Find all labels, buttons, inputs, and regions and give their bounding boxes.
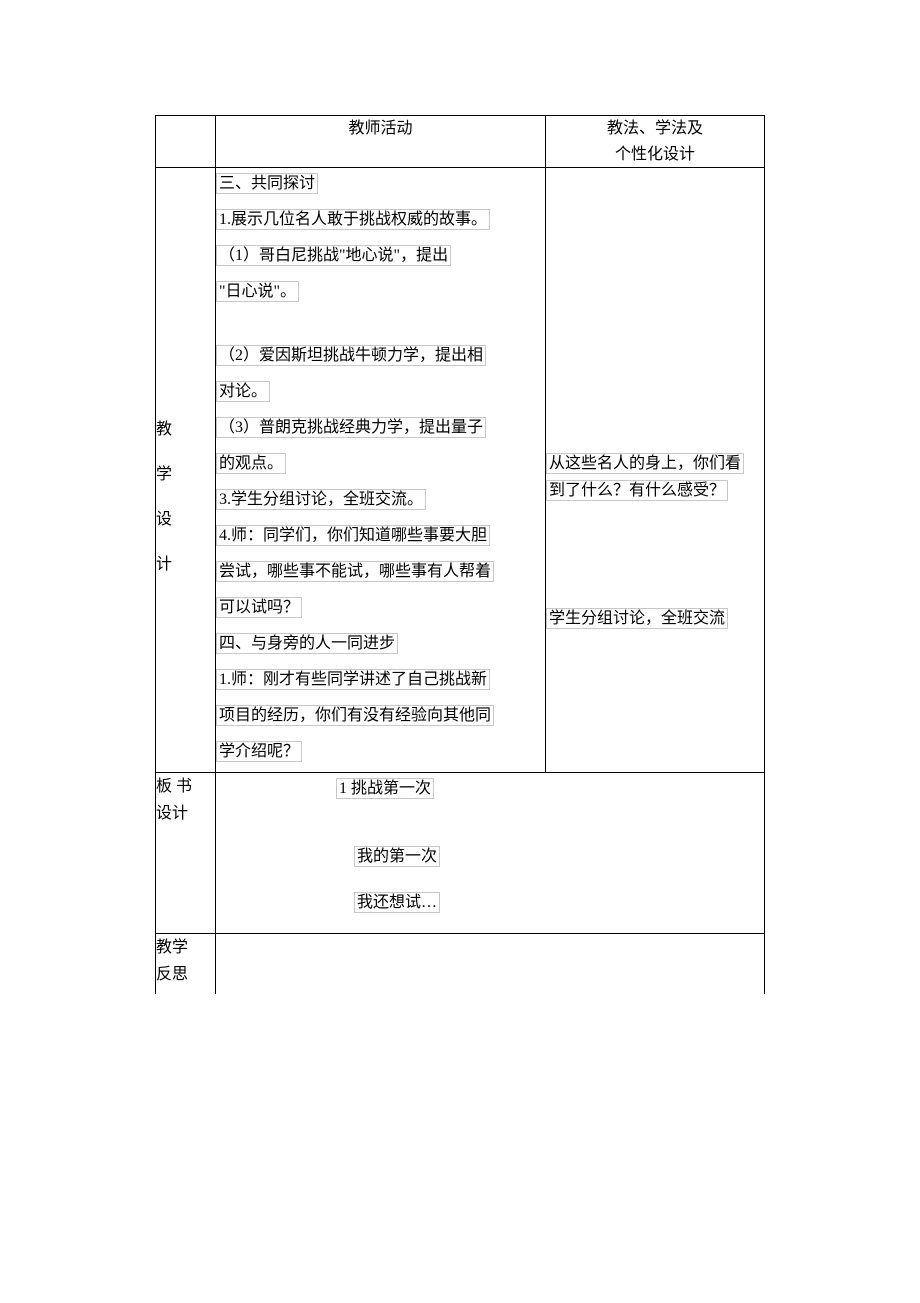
board-line-3: 我还想试… (216, 887, 764, 919)
reflect-label-2: 反思 (156, 966, 188, 983)
content-line: （1）哥白尼挑战"地心说"，提出 (216, 240, 545, 272)
right-text-1a: 从这些名人的身上，你们看 (546, 453, 744, 474)
text-p4: "日心说"。 (216, 281, 299, 302)
text-p2: 1.展示几位名人敢于挑战权威的故事。 (216, 209, 490, 230)
reflect-label-cell: 教学 反思 (156, 934, 216, 994)
content-spacer (216, 312, 545, 340)
text-p16: 学介绍呢？ (216, 741, 302, 762)
header-middle-text: 教师活动 (348, 120, 412, 137)
content-line: （3）普朗克挑战经典力学，提出量子 (216, 412, 545, 444)
reflect-row: 教学 反思 (156, 934, 765, 994)
text-p3: （1）哥白尼挑战"地心说"，提出 (216, 245, 451, 266)
content-line: （2）爱因斯坦挑战牛顿力学，提出相 (216, 340, 545, 372)
board-content-cell: 1 挑战第一次 我的第一次 我还想试… (216, 773, 765, 934)
header-right-line1: 教法、学法及 (607, 120, 703, 137)
design-right-cell: 从这些名人的身上，你们看 到了什么？有什么感受？ 学生分组讨论，全班交流 (546, 168, 765, 773)
reflect-label-1: 教学 (156, 939, 188, 956)
content-line: 项目的经历，你们有没有经验向其他同 (216, 700, 545, 732)
content-line: "日心说"。 (216, 276, 545, 308)
header-label-empty (156, 116, 216, 168)
right-text-2: 学生分组讨论，全班交流 (546, 608, 728, 629)
design-content-cell: 三、共同探讨 1.展示几位名人敢于挑战权威的故事。 （1）哥白尼挑战"地心说"，… (216, 168, 546, 773)
content-line: 1.展示几位名人敢于挑战权威的故事。 (216, 204, 545, 236)
text-p9: 3.学生分组讨论，全班交流。 (216, 489, 426, 510)
content-line: 学介绍呢？ (216, 736, 545, 768)
board-row: 板 书 设计 1 挑战第一次 我的第一次 我还想试… (156, 773, 765, 934)
content-line: 的观点。 (216, 448, 545, 480)
text-p11: 尝试，哪些事不能试，哪些事有人帮着 (216, 561, 494, 582)
label-char-2: 学 (156, 453, 215, 498)
right-block-2: 学生分组讨论，全班交流 (546, 605, 764, 632)
text-p12: 可以试吗？ (216, 597, 302, 618)
header-right-line2: 个性化设计 (615, 146, 695, 163)
content-line: 四、与身旁的人一同进步 (216, 628, 545, 660)
text-p6: 对论。 (216, 381, 270, 402)
content-line: 3.学生分组讨论，全班交流。 (216, 484, 545, 516)
board-label-2: 设计 (156, 805, 188, 822)
text-p15: 项目的经历，你们有没有经验向其他同 (216, 705, 494, 726)
text-p5: （2）爱因斯坦挑战牛顿力学，提出相 (216, 345, 486, 366)
board-text-1: 1 挑战第一次 (336, 778, 434, 799)
label-char-4: 计 (156, 543, 215, 588)
content-line: 1.师：刚才有些同学讲述了自己挑战新 (216, 664, 545, 696)
right-text-1b: 到了什么？有什么感受？ (546, 480, 728, 501)
header-methods: 教法、学法及 个性化设计 (546, 116, 765, 168)
board-label-1: 板 书 (156, 778, 192, 795)
text-p13: 四、与身旁的人一同进步 (216, 633, 398, 654)
board-text-3: 我还想试… (354, 892, 440, 913)
text-p8: 的观点。 (216, 453, 286, 474)
board-text-2: 我的第一次 (354, 846, 440, 867)
right-block-1: 从这些名人的身上，你们看 到了什么？有什么感受？ (546, 450, 764, 504)
board-line-1: 1 挑战第一次 (216, 773, 764, 805)
design-label-cell: 教 学 设 计 (156, 168, 216, 773)
text-p10: 4.师：同学们，你们知道哪些事要大胆 (216, 525, 490, 546)
design-row: 教 学 设 计 三、共同探讨 1.展示几位名人敢于挑战权威的故事。 （1）哥白尼… (156, 168, 765, 773)
text-p7: （3）普朗克挑战经典力学，提出量子 (216, 417, 486, 438)
table-header-row: 教师活动 教法、学法及 个性化设计 (156, 116, 765, 168)
label-char-1: 教 (156, 408, 215, 453)
label-char-3: 设 (156, 498, 215, 543)
content-line: 三、共同探讨 (216, 168, 545, 200)
board-label-cell: 板 书 设计 (156, 773, 216, 934)
text-p1: 三、共同探讨 (216, 173, 318, 194)
content-line: 尝试，哪些事不能试，哪些事有人帮着 (216, 556, 545, 588)
board-spacer (216, 823, 764, 841)
header-teacher-activity: 教师活动 (216, 116, 546, 168)
board-line-2: 我的第一次 (216, 841, 764, 873)
lesson-plan-table: 教师活动 教法、学法及 个性化设计 教 学 设 计 三、共同探讨 1.展示几位名… (155, 115, 765, 994)
reflect-content-cell (216, 934, 765, 994)
content-line: 对论。 (216, 376, 545, 408)
text-p14: 1.师：刚才有些同学讲述了自己挑战新 (216, 669, 490, 690)
content-line: 4.师：同学们，你们知道哪些事要大胆 (216, 520, 545, 552)
content-line: 可以试吗？ (216, 592, 545, 624)
